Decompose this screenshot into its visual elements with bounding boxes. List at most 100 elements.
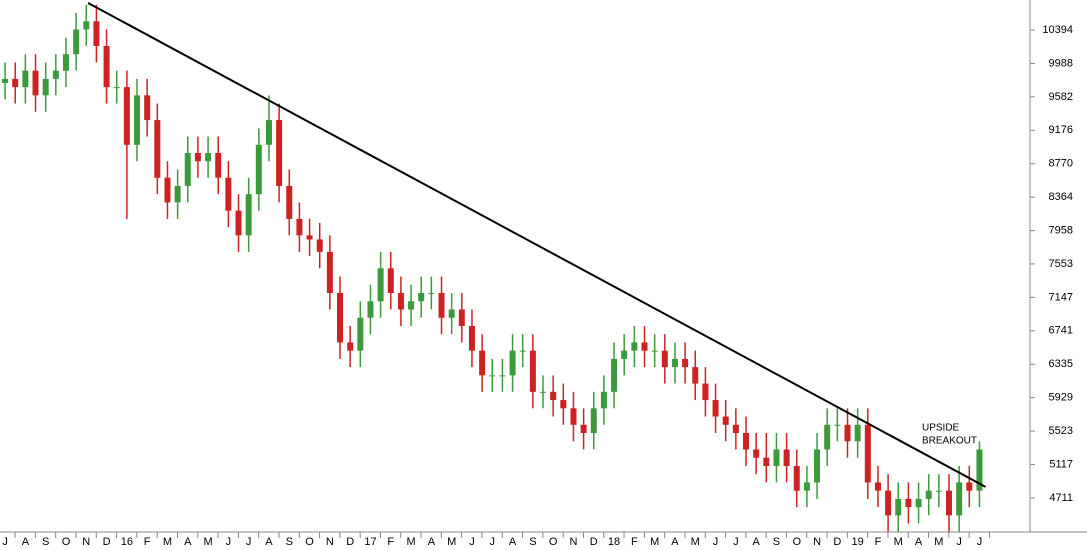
candle-body (428, 293, 435, 295)
candle-body (276, 120, 283, 186)
y-tick-label: 8364 (1049, 191, 1073, 203)
candle-body (661, 350, 668, 368)
candle-body (205, 153, 212, 162)
x-tick-label: M (447, 536, 456, 548)
candle-body (702, 383, 709, 401)
candle-body (946, 490, 953, 516)
x-tick-label: J (733, 536, 739, 548)
x-tick-label: J (2, 536, 8, 548)
x-tick-label: D (833, 536, 841, 548)
y-tick-label: 6335 (1049, 358, 1073, 370)
y-tick-label: 9176 (1049, 124, 1073, 136)
x-tick-label: A (265, 536, 273, 548)
x-tick-label: O (305, 536, 314, 548)
x-tick-label: A (671, 536, 679, 548)
candle-body (529, 350, 536, 392)
candle-body (824, 424, 831, 450)
x-tick-label: 19 (852, 536, 864, 548)
y-tick-label: 5117 (1049, 458, 1073, 470)
candle-body (184, 153, 191, 186)
x-tick-label: O (792, 536, 801, 548)
candle-body (925, 490, 932, 499)
x-tick-label: A (428, 536, 436, 548)
candle-body (753, 449, 760, 458)
candle-body (935, 490, 942, 492)
x-tick-label: A (184, 536, 192, 548)
y-tick-label: 4711 (1049, 492, 1073, 504)
candle-body (144, 95, 151, 121)
x-tick-label: 18 (608, 536, 620, 548)
y-tick-label: 9988 (1049, 57, 1073, 69)
candle-body (722, 416, 729, 425)
candle-body (154, 120, 161, 178)
x-tick-label: F (144, 536, 151, 548)
candle-body (286, 185, 293, 219)
candle-body (590, 408, 597, 434)
candle-body (793, 465, 800, 491)
trend-line (87, 2, 987, 488)
x-tick-label: F (875, 536, 882, 548)
candle-body (306, 235, 313, 240)
x-tick-label: N (813, 536, 821, 548)
x-tick-label: S (773, 536, 780, 548)
x-tick-label: D (590, 536, 598, 548)
candle-body (956, 482, 963, 516)
candle-body (509, 350, 516, 376)
candle-body (387, 268, 394, 294)
candle-body (864, 424, 871, 483)
annotation: BREAKOUT (922, 436, 977, 447)
candle-body (519, 350, 526, 352)
candle-body (560, 400, 567, 409)
candle-body (326, 251, 333, 294)
candle-body (712, 400, 719, 417)
x-tick-label: N (569, 536, 577, 548)
candle-body (62, 54, 69, 71)
x-tick-label: N (82, 536, 90, 548)
candle-body (803, 482, 810, 491)
candle-body (337, 293, 344, 343)
candle-body (103, 45, 110, 88)
candle-body (296, 218, 303, 236)
candle-body (93, 21, 100, 46)
candle-body (408, 301, 415, 310)
x-tick-label: F (387, 536, 394, 548)
x-tick-label: S (286, 536, 293, 548)
candle-body (611, 358, 618, 392)
candle-body (834, 424, 841, 426)
x-tick-label: A (509, 536, 517, 548)
candle-body (854, 424, 861, 442)
candle-body (885, 490, 892, 516)
candle-body (347, 342, 354, 351)
candle-body (113, 87, 120, 89)
candle-body (641, 342, 648, 351)
candle-body (874, 482, 881, 491)
candle-body (255, 144, 262, 195)
x-tick-label: A (22, 536, 30, 548)
x-tick-label: O (62, 536, 71, 548)
candle-body (215, 153, 222, 178)
candle-body (194, 153, 201, 162)
x-tick-label: J (490, 536, 496, 548)
y-tick-label: 10394 (1042, 24, 1073, 36)
candle-body (377, 268, 384, 302)
candle-body (458, 309, 465, 326)
candle-body (448, 309, 455, 318)
candle-body (631, 342, 638, 351)
candle-body (814, 449, 821, 483)
candle-body (550, 391, 557, 401)
x-tick-label: 16 (121, 536, 133, 548)
x-tick-label: S (42, 536, 49, 548)
candle-body (976, 449, 983, 491)
candle-body (621, 350, 628, 359)
candle-body (692, 367, 699, 384)
candle-body (651, 350, 658, 352)
x-tick-label: S (529, 536, 536, 548)
candle-body (245, 194, 252, 236)
y-tick-label: 7147 (1049, 291, 1073, 303)
candle-body (357, 317, 364, 351)
candle-body (52, 70, 59, 79)
x-tick-label: M (691, 536, 700, 548)
candle-body (134, 95, 141, 145)
candle-body (164, 177, 171, 203)
